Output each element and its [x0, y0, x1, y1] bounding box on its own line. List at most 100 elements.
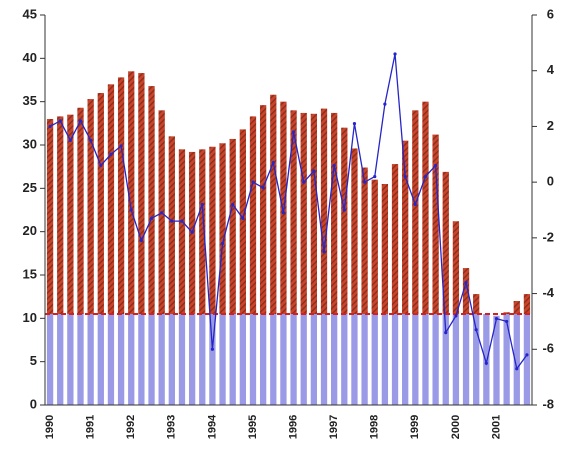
bar-base	[270, 314, 277, 405]
y-tick-label: 35	[23, 93, 37, 108]
bar-base	[87, 314, 94, 405]
bar-base	[442, 314, 449, 405]
y-tick-label: 0	[30, 396, 37, 411]
bar-base	[259, 314, 267, 405]
line-point	[494, 317, 499, 321]
bar-base	[483, 314, 490, 405]
line-point	[89, 138, 93, 142]
line-point	[383, 102, 387, 106]
bar-base	[371, 314, 378, 405]
bar	[209, 146, 216, 314]
bar-base	[97, 314, 104, 405]
line-point	[58, 119, 62, 123]
line-point	[281, 211, 286, 215]
line-point	[139, 239, 143, 243]
bar-base	[290, 314, 297, 405]
bar-base	[188, 314, 196, 405]
y2-tick-label: 0	[547, 174, 554, 189]
line-point	[180, 219, 184, 223]
bar-base	[493, 315, 500, 405]
bar-base	[523, 314, 531, 405]
y2-tick-label: -6	[542, 341, 554, 356]
bar-base	[219, 314, 226, 405]
line-point	[190, 230, 194, 234]
x-tick-label: 1999	[409, 415, 421, 439]
line-point	[505, 319, 509, 324]
bar-base	[300, 314, 307, 405]
y-tick-label: 30	[23, 136, 37, 151]
line-point	[48, 124, 52, 129]
bar	[503, 312, 510, 314]
bar	[412, 110, 419, 314]
bar	[67, 114, 74, 315]
line-point	[444, 330, 448, 335]
bar	[462, 268, 470, 314]
line-point	[99, 163, 103, 168]
bar-base	[199, 314, 206, 405]
bar-base	[148, 314, 155, 405]
line-point	[210, 347, 215, 351]
bar	[148, 86, 155, 314]
bar	[219, 143, 226, 314]
line-point	[413, 202, 417, 207]
x-tick-label: 1992	[125, 415, 137, 439]
line-series	[49, 53, 528, 371]
bar-base	[381, 314, 389, 405]
y2-tick-label: -8	[542, 396, 554, 411]
y-tick-label: 20	[23, 223, 37, 238]
bar	[128, 71, 135, 314]
bar-base	[320, 314, 328, 405]
bar-base	[229, 314, 236, 405]
line-point	[200, 202, 204, 207]
bar-base	[351, 314, 358, 405]
bar	[46, 119, 54, 314]
x-tick-label: 1995	[247, 415, 259, 439]
bar	[107, 84, 115, 314]
bar-base	[310, 314, 318, 405]
bar-base	[513, 314, 520, 405]
line-point	[160, 211, 164, 215]
line-point	[373, 174, 377, 179]
y-tick-label: 15	[23, 266, 37, 281]
bar-base	[432, 314, 439, 405]
bar-base	[462, 314, 470, 405]
bar-base	[67, 314, 74, 405]
bar-base	[138, 314, 145, 405]
x-tick-label: 1991	[85, 415, 97, 439]
line-point	[149, 216, 154, 220]
bar	[351, 148, 358, 314]
bar	[57, 116, 64, 315]
line-point	[393, 52, 397, 56]
y2-tick-label: 6	[547, 6, 554, 21]
bar-base	[402, 314, 409, 405]
line-point	[362, 180, 367, 184]
bar	[239, 129, 246, 314]
bar	[77, 107, 84, 314]
bar	[270, 94, 277, 314]
bar-base	[107, 314, 115, 405]
y-tick-label: 5	[30, 353, 37, 368]
bar	[523, 294, 531, 314]
line-point	[322, 250, 326, 254]
x-tick-label: 1998	[369, 415, 381, 439]
line-point	[484, 361, 488, 365]
line-point	[434, 163, 438, 168]
line-point	[251, 180, 255, 184]
bar-base	[422, 314, 429, 405]
line-point	[332, 163, 336, 168]
y-tick-label: 10	[23, 310, 37, 325]
line-point	[291, 130, 296, 134]
bar-base	[239, 314, 246, 405]
x-tick-label: 2000	[450, 415, 462, 439]
line-point	[474, 328, 478, 332]
bar	[259, 105, 267, 314]
line-point	[261, 186, 265, 190]
line-point	[302, 180, 306, 184]
line-point	[403, 174, 407, 179]
line-point	[464, 280, 468, 285]
bar	[290, 110, 297, 314]
bar	[178, 149, 186, 314]
x-tick-label: 1990	[44, 415, 56, 439]
